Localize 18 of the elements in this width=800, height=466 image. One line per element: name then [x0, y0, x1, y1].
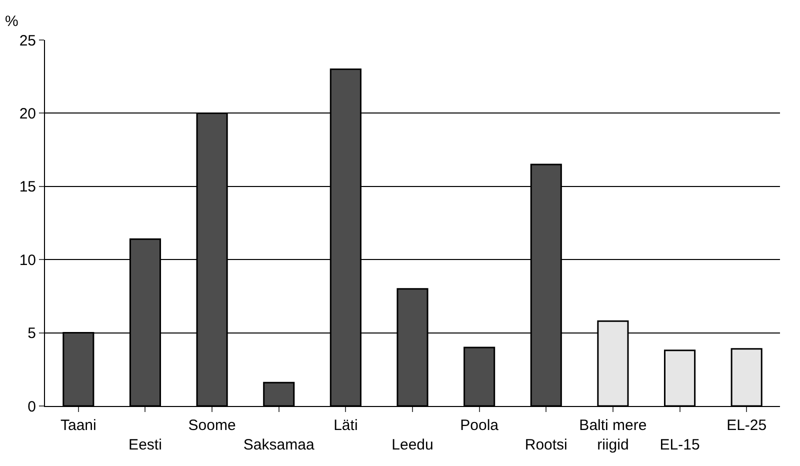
x-tick-label: Soome — [188, 417, 236, 434]
y-tick-label: 15 — [19, 178, 36, 196]
y-tick-label: 0 — [28, 398, 36, 416]
y-tick-label: 20 — [19, 105, 36, 122]
x-tick-label: EL-25 — [726, 417, 767, 434]
y-tick-label: 10 — [19, 252, 36, 269]
x-tick-label: Taani — [60, 417, 96, 434]
x-tick-label: Leedu — [392, 436, 434, 454]
y-axis-title: % — [5, 13, 18, 30]
x-tick-label: Saksamaa — [243, 436, 315, 454]
x-tick-label: Eesti — [128, 436, 162, 454]
x-tick-label: Läti — [334, 417, 358, 434]
x-tick-label: Balti mere riigid — [579, 417, 647, 454]
x-tick-label: Poola — [460, 417, 500, 434]
y-tick-label: 5 — [28, 325, 36, 342]
y-tick-label: 25 — [19, 32, 36, 50]
x-tick-label: Rootsi — [524, 436, 568, 454]
x-tick-label: EL-15 — [660, 436, 700, 454]
